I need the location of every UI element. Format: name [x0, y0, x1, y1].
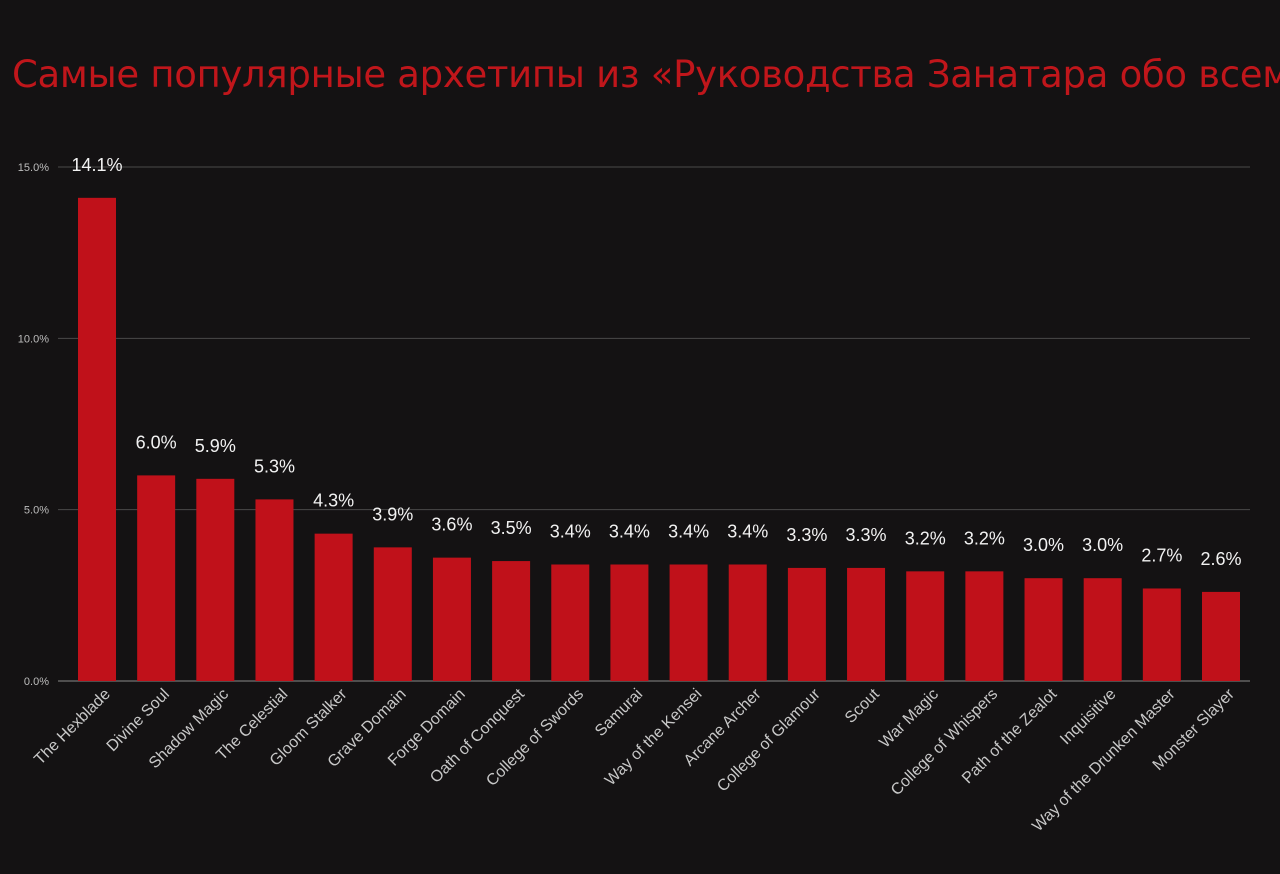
bar [314, 533, 353, 681]
bar [1024, 578, 1063, 681]
bar [965, 571, 1004, 681]
chart-title: Самые популярные архетипы из «Руководств… [12, 53, 1280, 96]
bar [1142, 588, 1181, 681]
y-tick-label: 0.0% [24, 676, 49, 688]
data-label: 2.6% [1200, 549, 1241, 569]
bars [78, 197, 1240, 681]
bar [1083, 578, 1122, 681]
data-label: 3.5% [491, 518, 532, 538]
bar [787, 567, 826, 681]
bar [196, 478, 235, 681]
category-label: Inquisitive [1057, 686, 1119, 748]
data-label: 3.2% [905, 528, 946, 548]
data-label: 4.3% [313, 491, 354, 511]
bar [373, 547, 412, 681]
bar [906, 571, 945, 681]
data-label: 3.9% [372, 504, 413, 524]
bar [610, 564, 649, 681]
data-label: 3.4% [668, 521, 709, 541]
bar [847, 567, 886, 681]
y-tick-label: 15.0% [18, 162, 49, 174]
data-labels: 14.1% 6.0% 5.9% 5.3% 4.3% 3.9% 3.6% 3.5% 3.4% 3.4… [71, 155, 1241, 569]
data-label: 3.3% [786, 525, 827, 545]
data-label: 3.3% [846, 525, 887, 545]
bar [137, 475, 176, 681]
bar [1202, 591, 1240, 681]
category-label: Scout [842, 685, 883, 726]
category-label: College of Swords [483, 686, 587, 790]
bar [669, 564, 708, 681]
data-label: 3.2% [964, 528, 1005, 548]
bar [432, 557, 471, 681]
bar [551, 564, 590, 681]
bar [728, 564, 767, 681]
data-label: 6.0% [136, 432, 177, 452]
category-label: College of Glamour [714, 685, 824, 795]
category-label: The Hexblade [31, 686, 114, 769]
bar [255, 499, 294, 681]
data-label: 5.9% [195, 436, 236, 456]
category-label: Samurai [592, 686, 646, 740]
data-label: 3.0% [1082, 535, 1123, 555]
grid-lines [58, 166, 1250, 682]
data-label: 3.4% [550, 521, 591, 541]
data-label: 3.4% [609, 521, 650, 541]
bar [78, 197, 116, 681]
y-tick-label: 10.0% [18, 333, 49, 345]
data-label: 3.0% [1023, 535, 1064, 555]
data-label: 5.3% [254, 456, 295, 476]
data-label: 14.1% [71, 155, 122, 175]
y-tick-label: 5.0% [24, 505, 49, 517]
data-label: 3.6% [431, 515, 472, 535]
bar [492, 561, 531, 681]
data-label: 3.4% [727, 521, 768, 541]
category-label: College of Whispers [888, 686, 1001, 799]
y-axis-ticks: 0.0% 5.0% 10.0% 15.0% [18, 162, 49, 688]
data-label: 2.7% [1141, 545, 1182, 565]
